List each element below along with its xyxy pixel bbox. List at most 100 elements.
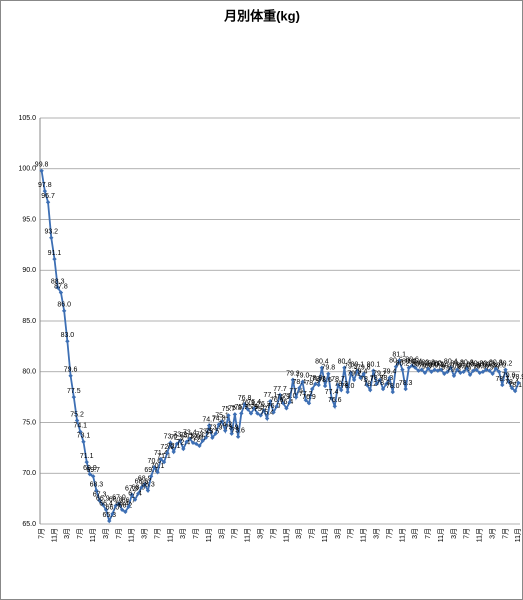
point (177, 438, 183, 443)
data-label: 78.9 (512, 374, 523, 381)
point (116, 501, 122, 506)
data-label: 80.3 (421, 360, 435, 367)
point (123, 509, 128, 515)
data-label: 80.5 (389, 358, 403, 365)
data-label: 80.2 (434, 361, 448, 368)
data-label: 80.4 (338, 359, 352, 366)
point (351, 377, 357, 383)
x-tick-label: 3月 (102, 528, 110, 539)
data-label: 80.2 (499, 361, 513, 368)
data-label: 68.3 (90, 481, 104, 488)
x-tick-label: 7月 (192, 528, 200, 539)
point (342, 365, 347, 370)
data-label: 71.4 (154, 450, 168, 457)
y-tick-label: 80.0 (22, 369, 36, 376)
point (78, 429, 83, 434)
point (145, 488, 151, 493)
data-label: 80.2 (415, 361, 429, 368)
data-label: 80.0 (441, 363, 455, 370)
point (319, 365, 325, 370)
data-label: 77.0 (283, 393, 297, 400)
data-label: 79.8 (322, 365, 336, 372)
data-label: 78.1 (508, 382, 522, 389)
point (339, 387, 344, 393)
x-tick-label: 7月 (76, 528, 84, 539)
data-label: 76.9 (276, 394, 290, 401)
point (206, 423, 212, 428)
data-label: 66.7 (122, 498, 136, 505)
point (422, 370, 428, 375)
x-tick-label: 7月 (269, 528, 277, 539)
data-label: 73.9 (225, 425, 239, 432)
data-label: 69.7 (86, 467, 100, 474)
data-label: 78.7 (331, 376, 345, 383)
point (248, 411, 254, 416)
data-label: 77.5 (289, 388, 303, 395)
point (448, 365, 453, 370)
point (274, 404, 279, 409)
data-label: 71.1 (157, 453, 171, 460)
data-label: 81.1 (392, 351, 406, 358)
data-label: 75.7 (222, 406, 236, 413)
data-label: 79.2 (373, 371, 387, 378)
data-label: 79.2 (347, 371, 361, 378)
x-tick-label: 3月 (411, 528, 419, 539)
data-label: 75.9 (251, 404, 265, 411)
data-label: 73.4 (183, 430, 197, 437)
data-label: 76.6 (270, 397, 284, 404)
point (226, 413, 231, 418)
point (442, 371, 447, 376)
data-label: 76.0 (267, 403, 281, 410)
point (290, 377, 296, 383)
point (503, 367, 508, 372)
point (152, 464, 157, 470)
data-label: 73.5 (199, 429, 213, 436)
point (165, 450, 170, 456)
x-tick-label: 3月 (372, 528, 380, 539)
data-label: 78.7 (360, 376, 374, 383)
point (332, 404, 337, 409)
x-tick-label: 7月 (231, 528, 239, 539)
point (413, 365, 418, 370)
data-label: 79.6 (447, 367, 461, 374)
point (239, 411, 244, 416)
data-label: 93.2 (44, 229, 58, 236)
x-tick-label: 11月 (89, 528, 97, 542)
data-label: 75.1 (215, 412, 229, 419)
point (368, 387, 373, 393)
data-label: 77.1 (264, 392, 278, 399)
point (396, 358, 402, 363)
x-tick-label: 7月 (424, 528, 432, 539)
point (390, 389, 395, 395)
data-label: 73.0 (164, 434, 178, 441)
point (268, 398, 273, 404)
point (271, 410, 276, 415)
data-label: 80.4 (408, 359, 422, 366)
y-tick-label: 85.0 (22, 318, 36, 325)
data-label: 77.5 (67, 388, 81, 395)
data-label: 66.9 (96, 496, 110, 503)
point (184, 439, 189, 444)
data-label: 66.2 (119, 503, 133, 510)
point (158, 456, 164, 462)
y-tick-label: 105.0 (18, 115, 36, 122)
point (454, 367, 460, 372)
point (416, 368, 421, 373)
data-label: 72.0 (160, 444, 174, 451)
point (419, 367, 424, 372)
data-label: 76.3 (241, 400, 255, 407)
x-tick-label: 11月 (166, 528, 174, 542)
y-tick-label: 95.0 (22, 216, 36, 223)
point (409, 363, 415, 368)
point (493, 366, 499, 371)
data-label: 73.0 (186, 434, 200, 441)
point (329, 395, 334, 401)
point (171, 449, 176, 455)
point (197, 443, 202, 449)
point (181, 446, 186, 452)
data-label: 72.9 (189, 435, 203, 442)
point (471, 368, 476, 373)
point (110, 511, 115, 517)
data-label: 72.4 (177, 440, 191, 447)
point (74, 418, 80, 423)
